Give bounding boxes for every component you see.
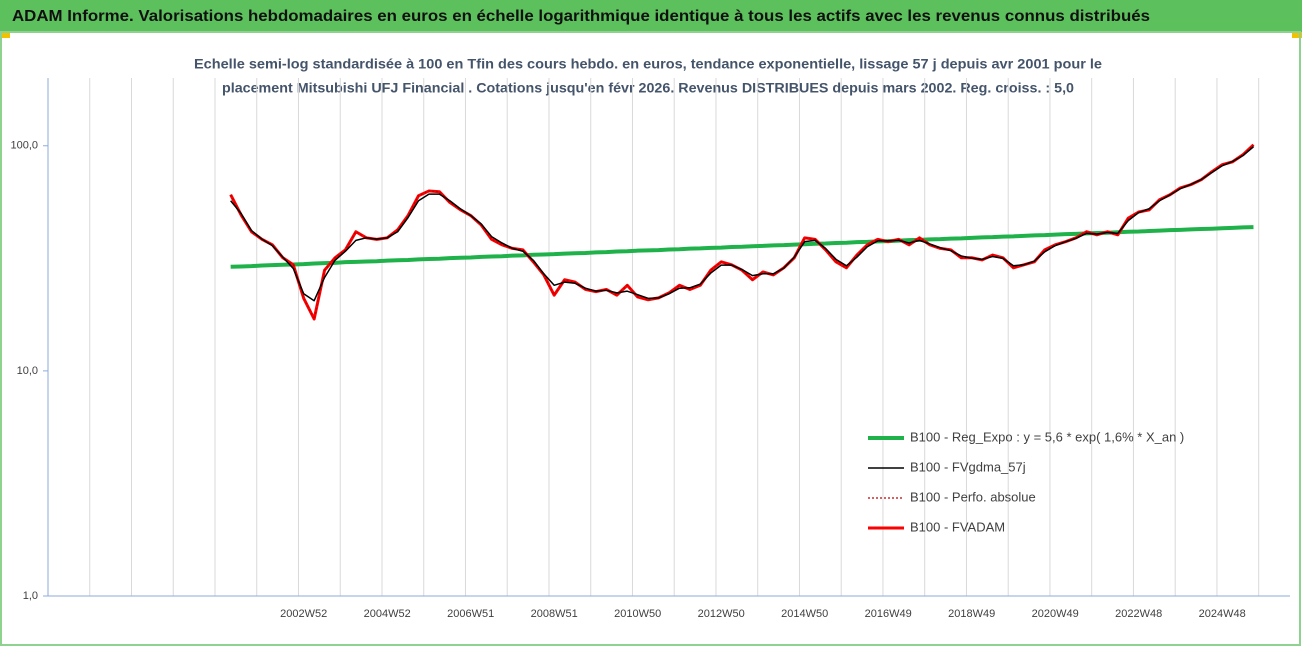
series-line xyxy=(230,144,1254,320)
x-tick-label: 2010W50 xyxy=(614,608,661,620)
x-tick-label: 2018W49 xyxy=(948,608,995,620)
plot xyxy=(229,143,1255,321)
corner-mark xyxy=(1292,32,1302,38)
x-tick-label: 2014W50 xyxy=(781,608,828,620)
x-tick-label: 2020W49 xyxy=(1032,608,1079,620)
y-tick-label: 10,0 xyxy=(17,365,38,377)
chart-subtitle: placement Mitsubishi UFJ Financial . Cot… xyxy=(222,81,1074,96)
x-tick-label: 2004W52 xyxy=(364,608,411,620)
y-tick-label: 100,0 xyxy=(10,140,38,152)
x-tick-label: 2006W51 xyxy=(447,608,494,620)
chart-frame xyxy=(0,31,1301,646)
x-tick-label: 2022W48 xyxy=(1115,608,1162,620)
y-tick-label: 1,0 xyxy=(23,590,38,602)
legend-label: B100 - FVgdma_57j xyxy=(910,459,1026,474)
header-bar xyxy=(0,0,1302,32)
legend-label: B100 - FVADAM xyxy=(910,519,1005,534)
x-tick-label: 2002W52 xyxy=(280,608,327,620)
x-tick-label: 2024W48 xyxy=(1199,608,1246,620)
chart-subtitle: Echelle semi-log standardisée à 100 en T… xyxy=(194,57,1103,72)
grid: 1,0 10,0 100,0 2002W52 2004W52 2006W51 2008W51… xyxy=(10,78,1290,620)
x-tick-label: 2008W51 xyxy=(531,608,578,620)
chart-title: ADAM Informe. Valorisations hebdomadaire… xyxy=(12,8,1150,25)
x-tick-label: 2012W50 xyxy=(698,608,745,620)
legend: B100 - Reg_Expo : y = 5,6 * exp( 1,6% * … xyxy=(868,429,1184,534)
corner-mark xyxy=(0,32,10,38)
legend-label: B100 - Reg_Expo : y = 5,6 * exp( 1,6% * … xyxy=(910,429,1184,444)
legend-label: B100 - Perfo. absolue xyxy=(910,489,1036,504)
series-line xyxy=(230,146,1254,302)
x-tick-label: 2016W49 xyxy=(865,608,912,620)
